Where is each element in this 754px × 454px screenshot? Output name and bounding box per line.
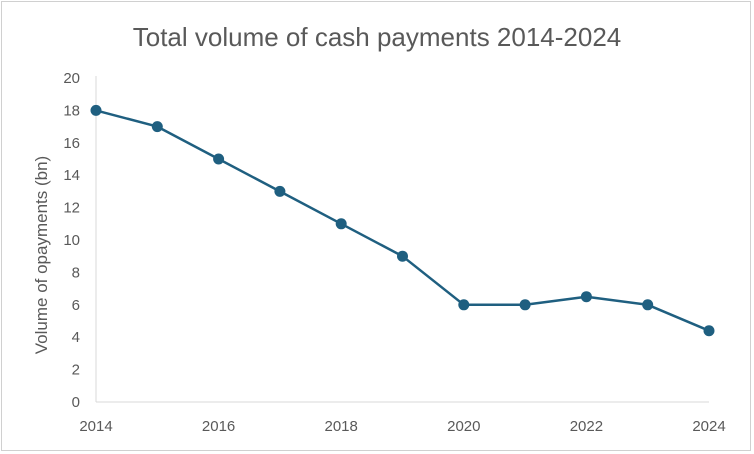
data-point <box>151 121 163 133</box>
x-tick-label: 2016 <box>202 418 235 435</box>
y-tick-label: 10 <box>63 232 80 249</box>
y-tick-label: 4 <box>72 329 80 346</box>
x-tick-label: 2018 <box>325 418 358 435</box>
y-tick-label: 18 <box>63 102 80 119</box>
data-point <box>335 218 347 230</box>
y-tick-label: 12 <box>63 200 80 217</box>
data-point <box>458 299 470 311</box>
data-point <box>397 250 408 262</box>
y-tick-label: 2 <box>72 362 80 379</box>
x-tick-label: 2020 <box>447 418 480 435</box>
y-tick-label: 0 <box>72 394 80 411</box>
data-point <box>519 299 531 311</box>
y-tick-label: 14 <box>63 167 80 184</box>
data-point <box>642 299 654 311</box>
data-point <box>274 185 286 197</box>
chart-title: Total volume of cash payments 2014-2024 <box>133 22 622 52</box>
x-tick-label: 2024 <box>692 418 725 435</box>
data-point <box>90 104 102 116</box>
data-point <box>703 325 715 337</box>
data-point <box>213 153 225 165</box>
data-point <box>580 291 592 303</box>
x-tick-labels: 2014 2016 2018 2020 2022 2024 <box>79 418 725 435</box>
y-tick-label: 16 <box>63 135 80 152</box>
series-line <box>95 109 710 332</box>
y-axis-title: Volume of opayments (bn) <box>32 156 51 354</box>
y-tick-label: 20 <box>63 70 80 87</box>
y-tick-label: 6 <box>72 297 80 314</box>
x-tick-label: 2014 <box>79 418 112 435</box>
y-tick-labels: 0 2 4 6 8 10 12 14 16 18 20 <box>63 70 80 411</box>
x-tick-label: 2022 <box>570 418 603 435</box>
y-tick-label: 8 <box>72 264 80 281</box>
data-points <box>90 104 715 337</box>
